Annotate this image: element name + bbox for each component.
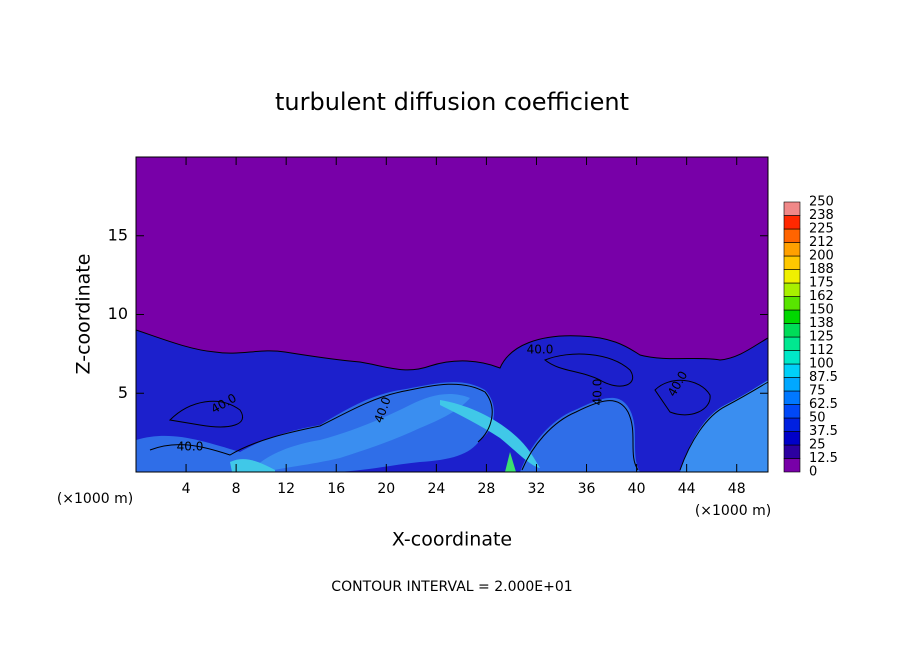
colorbar-bin — [783, 296, 801, 311]
colorbar-label: 212 — [809, 235, 834, 250]
colorbar-bin — [783, 228, 801, 243]
x-unit-label: (×1000 m) — [695, 503, 771, 519]
colorbar-label: 12.5 — [809, 451, 838, 466]
colorbar-label: 250 — [809, 195, 834, 210]
colorbar-label: 175 — [809, 276, 834, 291]
field-swirl — [250, 394, 470, 472]
field-swirl — [230, 459, 275, 472]
colorbar-label: 238 — [809, 208, 834, 223]
x-tick-label: 8 — [232, 481, 241, 497]
contour-label: 40.0 — [177, 440, 204, 454]
colorbar-label: 50 — [809, 411, 826, 426]
colorbar-label: 75 — [809, 384, 826, 399]
colorbar-bin — [783, 350, 801, 365]
contour-line — [136, 329, 768, 371]
colorbar-bin — [783, 242, 801, 257]
x-tick-label: 48 — [728, 481, 746, 497]
colorbar-label: 112 — [809, 343, 834, 358]
contour-line — [521, 400, 639, 471]
x-axis-label: X-coordinate — [392, 529, 512, 551]
colorbar-bin — [783, 431, 801, 446]
colorbar-bin — [783, 215, 801, 230]
colorbar-bin — [783, 417, 801, 432]
contour-line — [168, 400, 243, 428]
colorbar-bin — [783, 377, 801, 392]
colorbar-label: 150 — [809, 303, 834, 318]
field-swirl — [505, 452, 516, 472]
x-tick-label: 12 — [277, 481, 295, 497]
contour-line — [654, 379, 711, 416]
x-tick-label: 20 — [377, 481, 395, 497]
x-tick-label: 44 — [678, 481, 696, 497]
contour-lines — [136, 329, 768, 471]
colorbar-label: 125 — [809, 330, 834, 345]
colorbar-label: 162 — [809, 289, 834, 304]
field-swirl — [440, 400, 540, 468]
contour-label: 40.0 — [591, 379, 605, 406]
colorbar-label: 87.5 — [809, 370, 838, 385]
x-tick-label: 16 — [327, 481, 345, 497]
x-tick-label: 4 — [182, 481, 191, 497]
colorbar-bin — [783, 269, 801, 284]
x-tick-label: 36 — [578, 481, 596, 497]
colorbar-bin — [783, 336, 801, 351]
contour-line — [544, 353, 633, 387]
colorbar-label: 200 — [809, 249, 834, 264]
colorbar-bin — [783, 363, 801, 378]
colorbar-bin — [783, 458, 801, 473]
contour-line — [679, 381, 768, 471]
colorbar-label: 62.5 — [809, 397, 838, 412]
chart-title: turbulent diffusion coefficient — [275, 88, 629, 116]
colorbar-label: 100 — [809, 357, 834, 372]
colorbar-bin — [783, 309, 801, 324]
x-tick-label: 32 — [528, 481, 546, 497]
field-swirl — [520, 397, 640, 472]
y-axis-label: Z-coordinate — [73, 254, 95, 375]
contour-line — [149, 383, 493, 456]
contour-label: 40.0 — [527, 343, 554, 357]
y-tick-label: 10 — [108, 304, 128, 323]
colorbar-label: 0 — [809, 465, 817, 480]
colorbar-bin — [783, 282, 801, 297]
colorbar-bin — [783, 255, 801, 270]
y-tick-label: 15 — [108, 225, 128, 244]
x-tick-label: 24 — [427, 481, 445, 497]
colorbar-bin — [783, 444, 801, 459]
colorbar-label: 138 — [809, 316, 834, 331]
colorbar-bin — [783, 201, 801, 216]
colorbar-label: 25 — [809, 438, 826, 453]
colorbar-bin — [783, 323, 801, 338]
x-tick-label: 28 — [478, 481, 496, 497]
colorbar-bin — [783, 404, 801, 419]
field — [136, 157, 768, 472]
y-tick-label: 5 — [118, 383, 128, 402]
colorbar-bin — [783, 390, 801, 405]
x-unit-label: (×1000 m) — [57, 491, 133, 507]
footer: CONTOUR INTERVAL = 2.000E+01 — [331, 579, 572, 595]
x-tick-label: 40 — [628, 481, 646, 497]
colorbar-label: 188 — [809, 262, 834, 277]
field-swirl — [680, 380, 768, 472]
colorbar-label: 225 — [809, 222, 834, 237]
colorbar-label: 37.5 — [809, 424, 838, 439]
